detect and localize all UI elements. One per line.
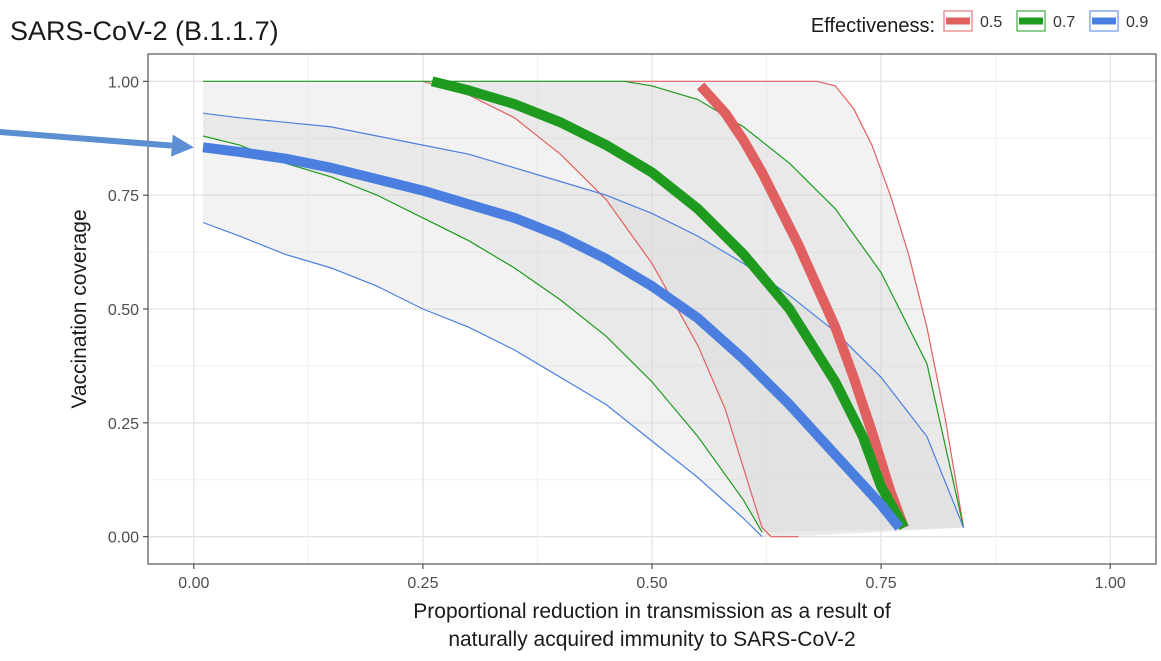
series-line-0.9 <box>202 142 904 531</box>
x-tick-label: 0.50 <box>636 575 667 592</box>
central-lines <box>202 76 909 531</box>
legend: Effectiveness: 0.5 0.7 0.9 <box>811 10 1148 37</box>
annotations <box>0 129 194 157</box>
x-axis-label-line-2: naturally acquired immunity to SARS-CoV-… <box>448 628 855 651</box>
arrow-head <box>171 134 194 157</box>
x-tick-label: 0.25 <box>407 575 438 592</box>
series-line-0.7 <box>430 76 909 531</box>
x-tick-label: 0.00 <box>178 575 209 592</box>
y-tick-label: 0.25 <box>108 416 139 433</box>
upper-bound-0.7 <box>203 80 965 528</box>
x-axis-label-line-1: Proportional reduction in transmission a… <box>413 600 891 623</box>
y-tick-label: 0.75 <box>108 188 139 205</box>
lower-bound-0.7 <box>202 135 763 533</box>
chart-title: SARS-CoV-2 (B.1.1.7) <box>10 16 279 46</box>
series-line-0.5 <box>696 82 909 530</box>
x-tick-label: 1.00 <box>1095 575 1126 592</box>
legend-label-0.9: 0.9 <box>1126 14 1148 31</box>
y-axis-label: Vaccination coverage <box>68 209 91 408</box>
y-tick-label: 0.00 <box>108 530 139 547</box>
band-0.9 <box>203 113 964 537</box>
lower-bound-0.9 <box>202 221 763 538</box>
y-axis-ticks: 0.00 0.25 0.50 0.75 1.00 <box>108 74 148 547</box>
legend-label-0.5: 0.5 <box>980 14 1002 31</box>
x-axis-ticks: 0.00 0.25 0.50 0.75 1.00 <box>178 564 1126 592</box>
upper-bound-0.5 <box>624 80 965 528</box>
legend-title: Effectiveness: <box>811 15 935 37</box>
y-tick-label: 0.50 <box>108 302 139 319</box>
y-tick-label: 1.00 <box>108 74 139 91</box>
arrow-shaft <box>0 129 173 149</box>
x-tick-label: 0.75 <box>866 575 897 592</box>
legend-label-0.7: 0.7 <box>1053 14 1075 31</box>
